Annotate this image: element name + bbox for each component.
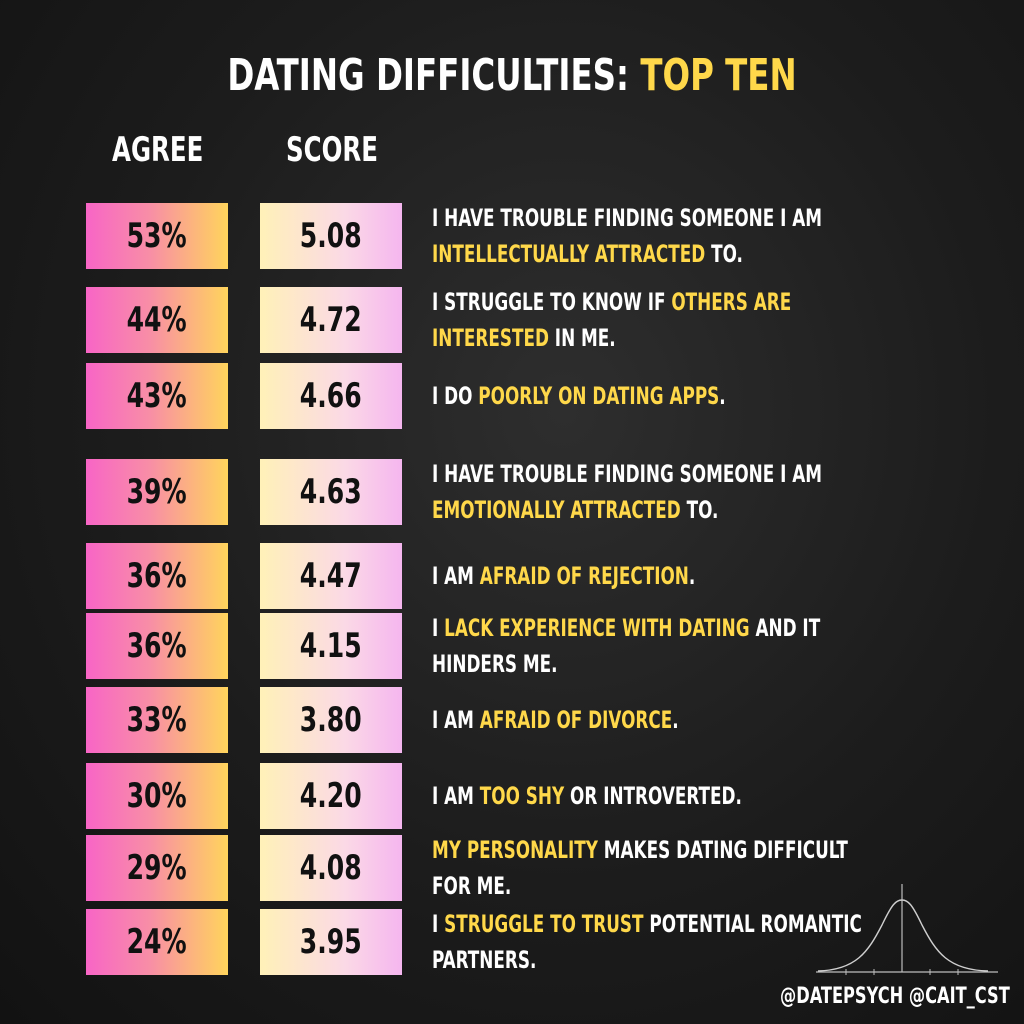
- statement-text: IN ME.: [548, 324, 616, 352]
- score-value: 4.63: [300, 472, 362, 512]
- statement-text: I AM: [432, 562, 480, 590]
- statement-text: I: [432, 910, 445, 938]
- score-box: 4.15: [260, 613, 402, 679]
- agree-percent-box: 36%: [86, 543, 228, 609]
- agree-percent: 29%: [126, 848, 188, 888]
- list-item: 24% 3.95 I STRUGGLE TO TRUST POTENTIAL ROM…: [0, 909, 1024, 975]
- score-value: 4.15: [300, 626, 362, 666]
- agree-percent: 53%: [126, 216, 188, 256]
- statement-text: .: [719, 382, 726, 410]
- list-item: 43% 4.66 I DO POORLY ON DATING APPS.: [0, 363, 1024, 429]
- statement-text: I AM: [432, 782, 480, 810]
- score-box: 4.20: [260, 763, 402, 829]
- footer-handles: @DATEPSYCH @CAIT_CST: [780, 984, 1010, 1009]
- statement-text: OR INTROVERTED.: [564, 782, 742, 810]
- agree-percent: 43%: [126, 376, 188, 416]
- score-value: 5.08: [300, 216, 362, 256]
- difficulty-statement: I AM AFRAID OF REJECTION.: [432, 543, 992, 609]
- statement-highlight: AFRAID OF REJECTION: [479, 562, 689, 590]
- page-title: DATING DIFFICULTIES: TOP TEN: [92, 46, 932, 106]
- difficulty-statement: I STRUGGLE TO KNOW IF OTHERS ARE INTERES…: [432, 287, 992, 353]
- statement-text: AND IT HINDERS ME.: [432, 614, 821, 678]
- difficulty-statement: I AM AFRAID OF DIVORCE.: [432, 687, 992, 753]
- statement-text: .: [672, 706, 679, 734]
- agree-percent: 44%: [126, 300, 188, 340]
- statement-text: TO.: [680, 496, 719, 524]
- difficulty-statement: I AM TOO SHY OR INTROVERTED.: [432, 763, 992, 829]
- score-box: 4.72: [260, 287, 402, 353]
- score-value: 3.95: [300, 922, 362, 962]
- agree-percent: 30%: [126, 776, 188, 816]
- statement-text: I AM: [432, 706, 480, 734]
- statement-text: MAKES DATING DIFFICULT FOR ME.: [432, 836, 848, 900]
- score-header: SCORE: [286, 130, 378, 170]
- title-highlight: TOP TEN: [640, 50, 797, 101]
- list-item: 36% 4.15 I LACK EXPERIENCE WITH DATING AND…: [0, 613, 1024, 679]
- title-main: DATING DIFFICULTIES:: [227, 50, 630, 101]
- score-box: 4.08: [260, 835, 402, 901]
- score-value: 4.72: [300, 300, 362, 340]
- agree-percent-box: 33%: [86, 687, 228, 753]
- score-box: 3.80: [260, 687, 402, 753]
- statement-highlight: EMOTIONALLY ATTRACTED: [432, 496, 681, 524]
- agree-percent: 24%: [126, 922, 188, 962]
- list-item: 33% 3.80 I AM AFRAID OF DIVORCE.: [0, 687, 1024, 753]
- statement-text: I: [432, 614, 445, 642]
- difficulty-statement: I HAVE TROUBLE FINDING SOMEONE I AM EMOT…: [432, 459, 992, 525]
- agree-percent-box: 53%: [86, 203, 228, 269]
- list-item: 53% 5.08 I HAVE TROUBLE FINDING SOMEONE I …: [0, 203, 1024, 269]
- list-item: 29% 4.08 MY PERSONALITY MAKES DATING DIFFI…: [0, 835, 1024, 901]
- list-item: 39% 4.63 I HAVE TROUBLE FINDING SOMEONE I …: [0, 459, 1024, 525]
- score-value: 3.80: [300, 700, 362, 740]
- agree-percent: 36%: [126, 556, 188, 596]
- score-box: 4.47: [260, 543, 402, 609]
- score-box: 4.63: [260, 459, 402, 525]
- difficulty-statement: I DO POORLY ON DATING APPS.: [432, 363, 992, 429]
- agree-percent-box: 29%: [86, 835, 228, 901]
- statement-text: I STRUGGLE TO KNOW IF: [432, 288, 672, 316]
- bell-curve-icon: [816, 884, 998, 975]
- score-value: 4.20: [300, 776, 362, 816]
- agree-header: AGREE: [112, 130, 204, 170]
- score-value: 4.66: [300, 376, 362, 416]
- statement-highlight: OTHERS ARE INTERESTED: [432, 288, 792, 352]
- agree-percent-box: 30%: [86, 763, 228, 829]
- statement-highlight: INTELLECTUALLY ATTRACTED: [432, 240, 706, 268]
- score-box: 3.95: [260, 909, 402, 975]
- statement-text: POTENTIAL ROMANTIC PARTNERS.: [432, 910, 862, 974]
- agree-percent-box: 24%: [86, 909, 228, 975]
- list-item: 30% 4.20 I AM TOO SHY OR INTROVERTED.: [0, 763, 1024, 829]
- difficulty-statement: I HAVE TROUBLE FINDING SOMEONE I AM INTE…: [432, 203, 992, 269]
- score-value: 4.08: [300, 848, 362, 888]
- difficulty-statement: MY PERSONALITY MAKES DATING DIFFICULT FO…: [432, 835, 992, 901]
- statement-text: TO.: [705, 240, 743, 268]
- agree-percent-box: 36%: [86, 613, 228, 679]
- agree-percent-box: 44%: [86, 287, 228, 353]
- statement-highlight: STRUGGLE TO TRUST: [444, 910, 644, 938]
- agree-percent-box: 39%: [86, 459, 228, 525]
- statement-text: I HAVE TROUBLE FINDING SOMEONE I AM: [432, 204, 823, 232]
- score-box: 5.08: [260, 203, 402, 269]
- agree-percent: 36%: [126, 626, 188, 666]
- statement-highlight: AFRAID OF DIVORCE: [479, 706, 673, 734]
- statement-text: I DO: [432, 382, 479, 410]
- statement-highlight: POORLY ON DATING APPS: [478, 382, 720, 410]
- statement-highlight: MY PERSONALITY: [432, 836, 598, 864]
- difficulty-statement: I STRUGGLE TO TRUST POTENTIAL ROMANTIC P…: [432, 909, 992, 975]
- list-item: 44% 4.72 I STRUGGLE TO KNOW IF OTHERS ARE …: [0, 287, 1024, 353]
- statement-highlight: LACK EXPERIENCE WITH DATING: [444, 614, 750, 642]
- score-value: 4.47: [300, 556, 362, 596]
- statement-text: .: [688, 562, 696, 590]
- score-box: 4.66: [260, 363, 402, 429]
- statement-text: I HAVE TROUBLE FINDING SOMEONE I AM: [432, 460, 823, 488]
- list-item: 36% 4.47 I AM AFRAID OF REJECTION.: [0, 543, 1024, 609]
- difficulty-statement: I LACK EXPERIENCE WITH DATING AND IT HIN…: [432, 613, 992, 679]
- agree-percent: 33%: [126, 700, 188, 740]
- agree-percent-box: 43%: [86, 363, 228, 429]
- agree-percent: 39%: [126, 472, 188, 512]
- statement-highlight: TOO SHY: [479, 782, 565, 810]
